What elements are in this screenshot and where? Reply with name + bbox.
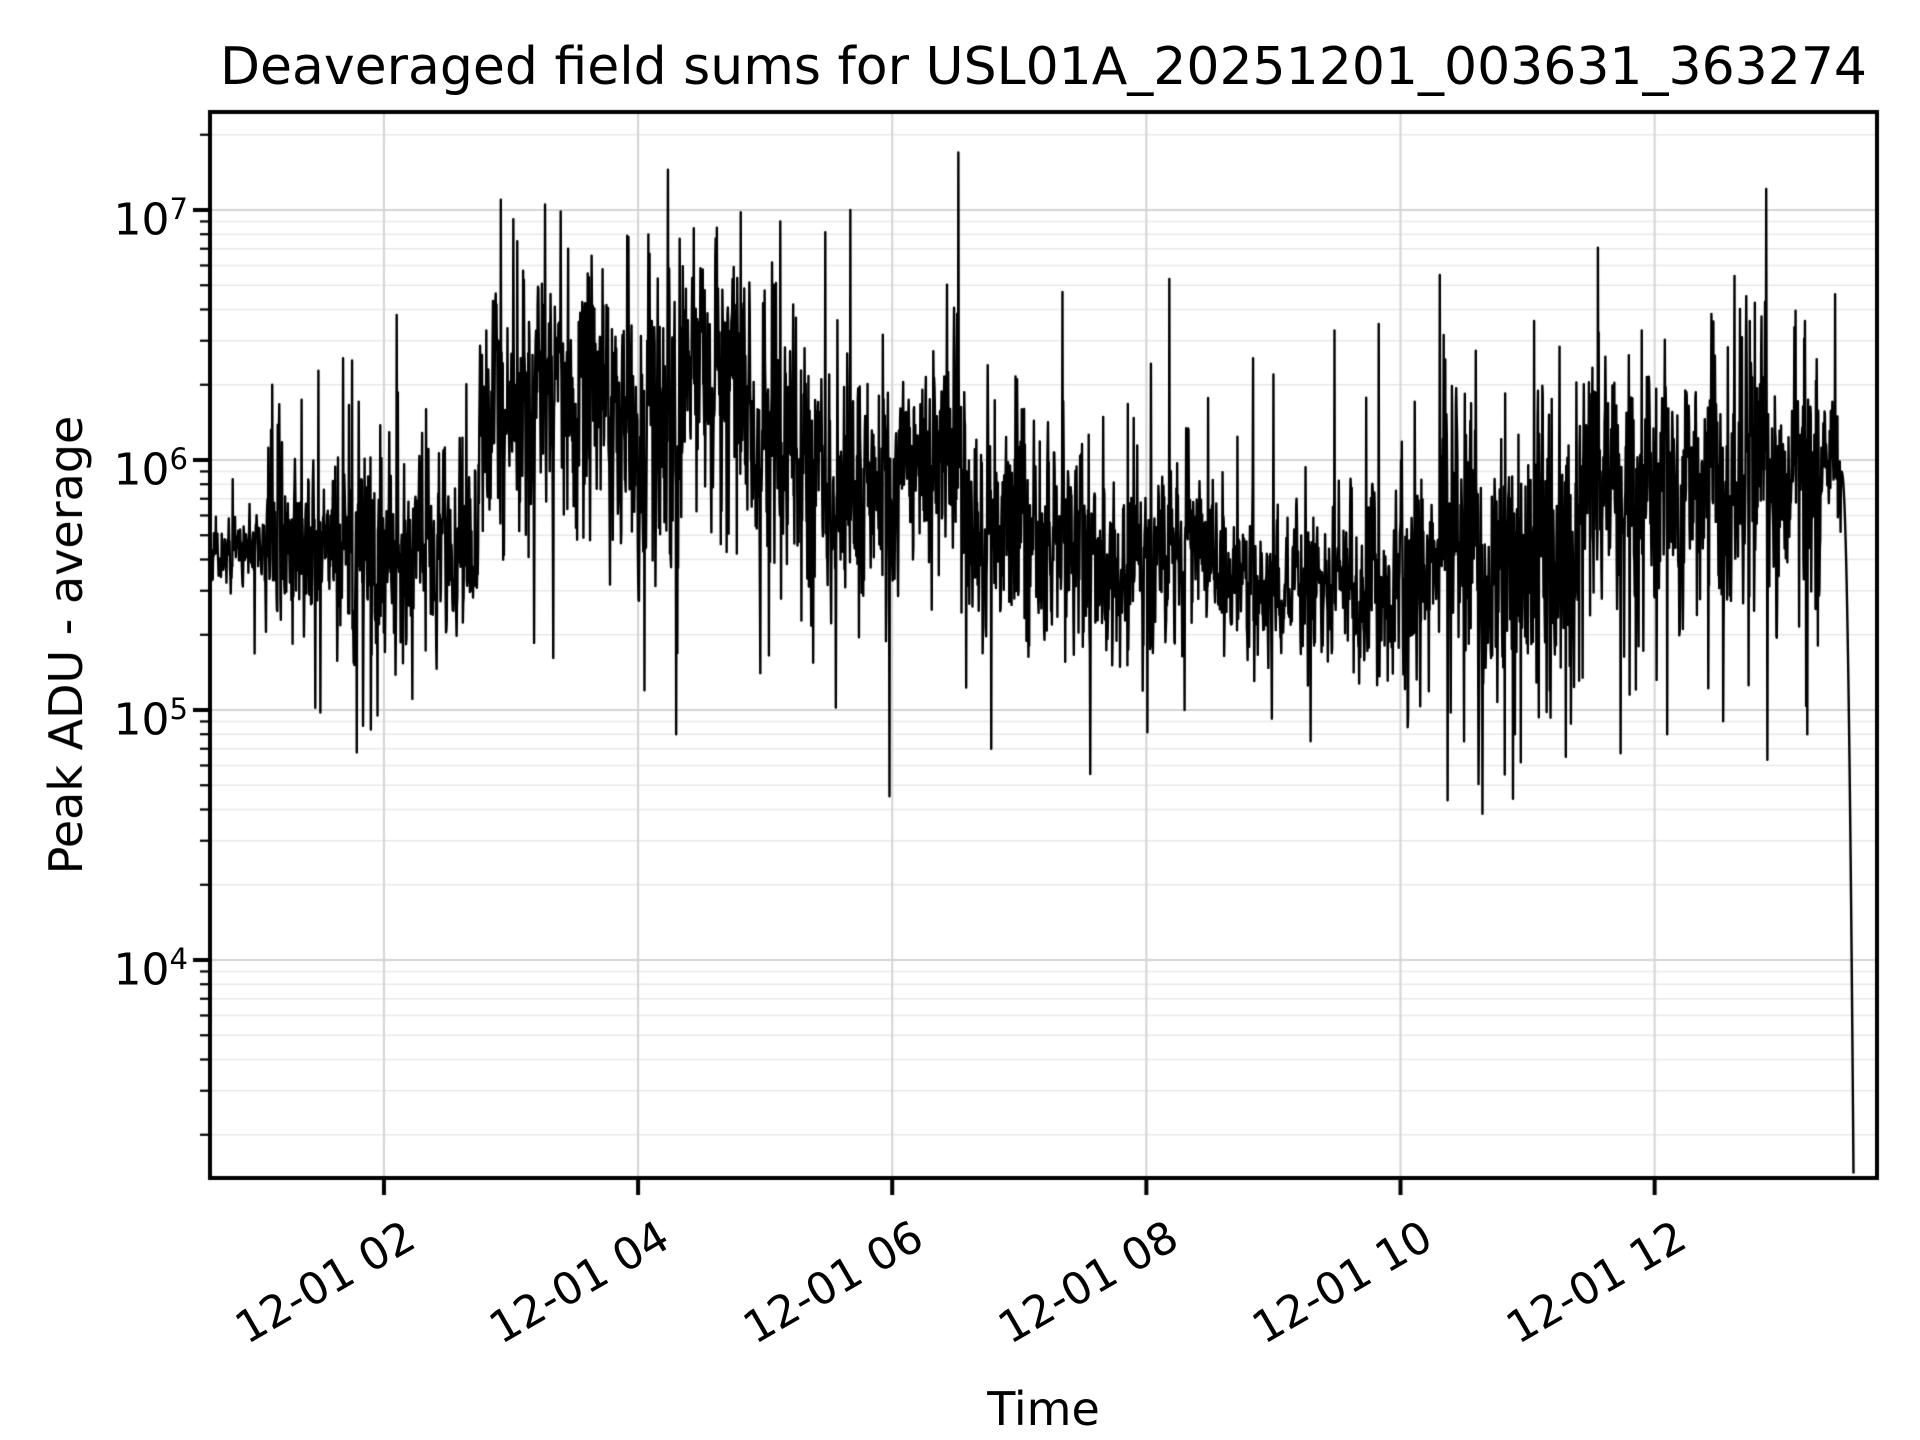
y-tick-exponent: 6: [169, 442, 188, 476]
y-tick-base: 10: [113, 944, 170, 996]
y-tick-base: 10: [113, 444, 170, 496]
y-tick-exponent: 5: [169, 692, 188, 726]
y-tick-base: 10: [113, 694, 170, 746]
y-tick-label: 107: [114, 183, 188, 247]
y-tick-label: 106: [114, 433, 188, 497]
y-axis-label: Peak ADU - average: [39, 415, 93, 875]
y-tick-exponent: 4: [169, 942, 188, 976]
y-tick-base: 10: [113, 194, 170, 246]
y-tick-label: 105: [114, 683, 188, 747]
y-tick-exponent: 7: [169, 192, 188, 226]
y-tick-label: 104: [114, 933, 188, 997]
chart-title: Deaveraged field sums for USL01A_2025120…: [220, 37, 1867, 97]
x-axis-label: Time: [987, 1382, 1100, 1436]
